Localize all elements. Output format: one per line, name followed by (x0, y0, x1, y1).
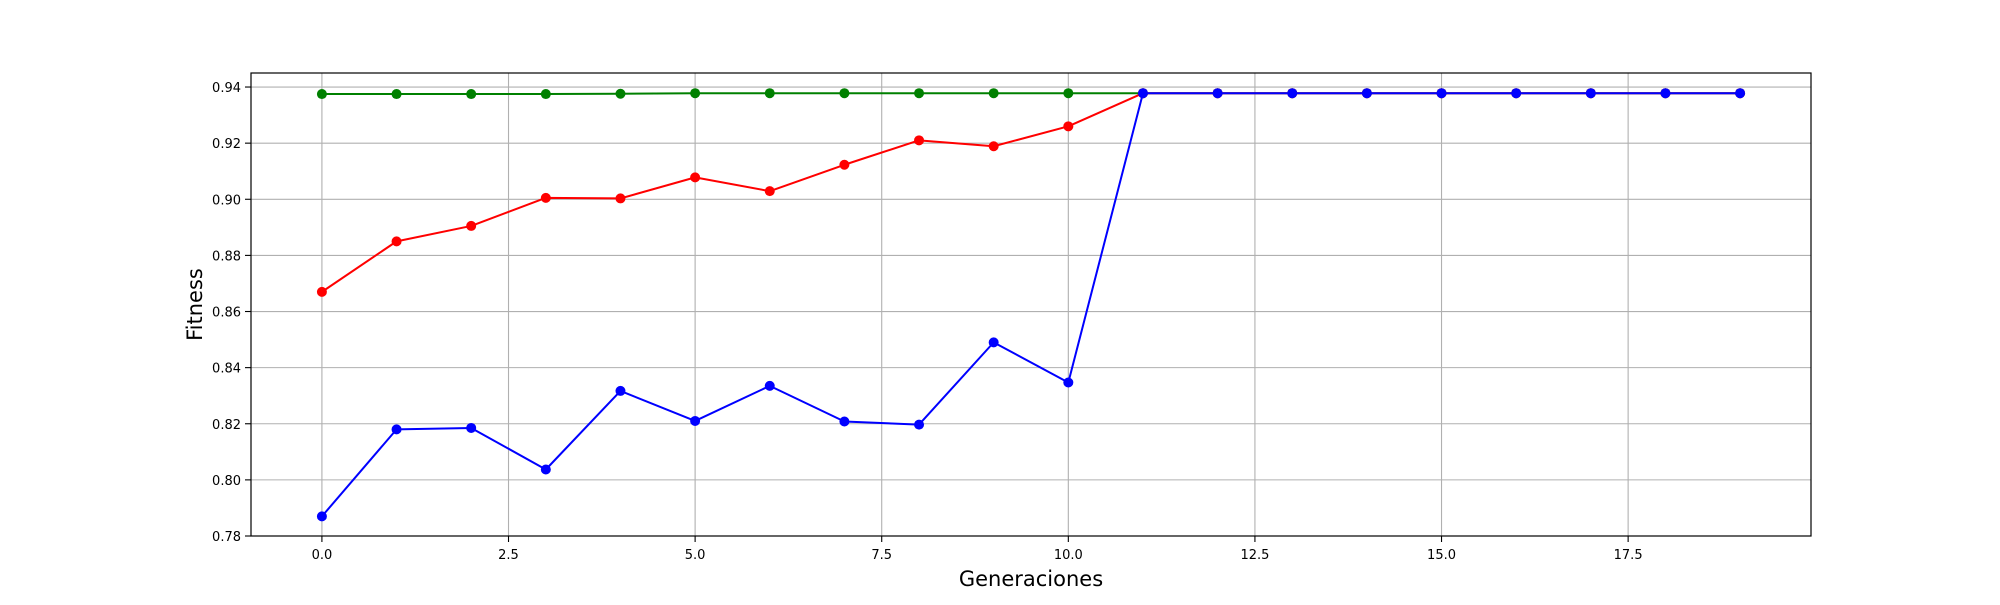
x-tick-label: 2.5 (498, 548, 519, 563)
y-tick-label: 0.84 (212, 362, 241, 377)
data-point (1361, 88, 1372, 99)
x-tick-label: 10.0 (1054, 548, 1083, 563)
y-tick-label: 0.82 (212, 418, 241, 433)
data-point (540, 464, 551, 475)
data-point (1735, 88, 1746, 99)
data-point (1436, 88, 1447, 99)
data-point (316, 286, 327, 297)
data-point (1511, 88, 1522, 99)
y-tick-label: 0.78 (212, 530, 241, 545)
x-tick-label: 12.5 (1240, 548, 1269, 563)
y-tick-label: 0.90 (212, 193, 241, 208)
data-point (764, 186, 775, 197)
data-point (466, 89, 477, 100)
x-axis-label: Generaciones (959, 567, 1103, 591)
x-tick-label: 17.5 (1614, 548, 1643, 563)
x-tick-label: 5.0 (685, 548, 706, 563)
data-point (1585, 88, 1596, 99)
data-point (764, 380, 775, 391)
y-axis-label: Fitness (183, 268, 207, 341)
y-tick-label: 0.88 (212, 249, 241, 264)
plot-frame (250, 72, 1812, 537)
y-tick-label: 0.94 (212, 81, 241, 96)
data-point (764, 88, 775, 99)
data-point (540, 89, 551, 100)
data-point (839, 416, 850, 427)
y-tick-label: 0.80 (212, 474, 241, 489)
series-2 (316, 88, 1746, 522)
data-point (466, 422, 477, 433)
data-point (690, 415, 701, 426)
data-point (615, 193, 626, 204)
grid (251, 73, 1811, 537)
data-point (690, 172, 701, 183)
series-line (321, 92, 1741, 518)
data-point (914, 88, 925, 99)
data-point (988, 337, 999, 348)
series-layer (316, 88, 1746, 522)
data-point (391, 89, 402, 100)
data-point (988, 88, 999, 99)
data-point (1063, 377, 1074, 388)
data-point (690, 88, 701, 99)
data-point (839, 88, 850, 99)
series-line (321, 92, 1741, 293)
data-point (914, 419, 925, 430)
y-tick-label: 0.92 (212, 137, 241, 152)
data-point (1063, 88, 1074, 99)
data-point (988, 141, 999, 152)
data-point (391, 236, 402, 247)
data-point (615, 385, 626, 396)
data-point (316, 511, 327, 522)
x-tick-label: 15.0 (1427, 548, 1456, 563)
x-tick-label: 7.5 (871, 548, 892, 563)
data-point (1287, 88, 1298, 99)
series-1 (316, 88, 1746, 297)
data-point (1137, 88, 1148, 99)
data-point (316, 89, 327, 100)
data-point (1212, 88, 1223, 99)
y-tick-label: 0.86 (212, 306, 241, 321)
x-tick-label: 0.0 (312, 548, 333, 563)
data-point (1063, 121, 1074, 132)
data-point (466, 220, 477, 231)
ticks: 0.0 2.5 5.0 7.5 10.0 12.5 15.0 17.5 0.78 0.80 0.82… (212, 81, 1643, 563)
data-point (1660, 88, 1671, 99)
data-point (615, 88, 626, 99)
data-point (914, 135, 925, 146)
data-point (540, 192, 551, 203)
data-point (839, 159, 850, 170)
data-point (391, 424, 402, 435)
